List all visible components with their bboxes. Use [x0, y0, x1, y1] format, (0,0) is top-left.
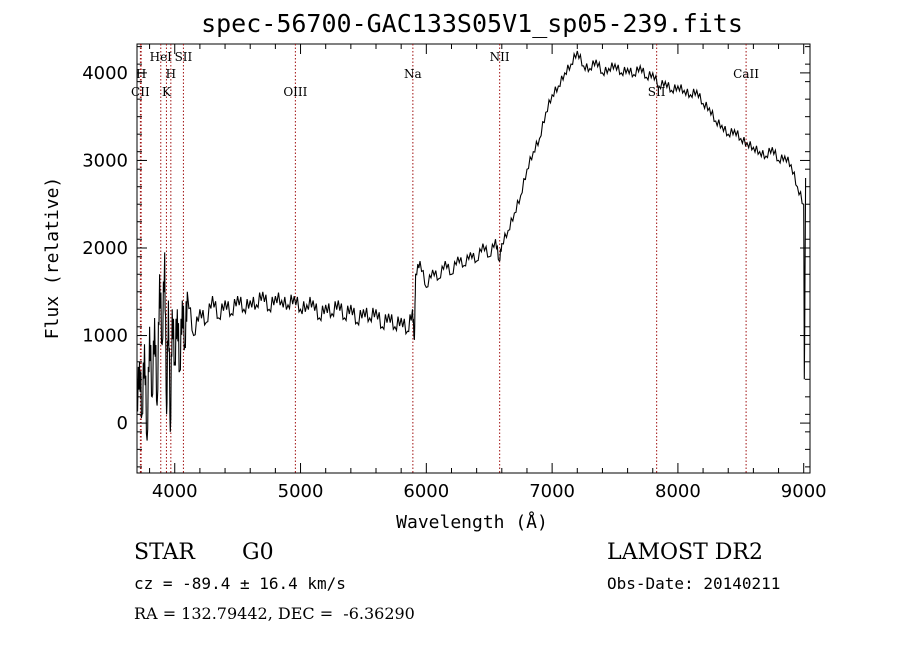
- line-label-1: H: [136, 67, 146, 81]
- y-axis-label: Flux (relative): [42, 177, 63, 340]
- chart-title: spec-56700-GAC133S05V1_sp05-239.fits: [201, 9, 743, 38]
- survey-name: LAMOST DR2: [607, 540, 763, 565]
- line-label-8: NII: [490, 50, 510, 64]
- x-tick-label-0: 4000: [152, 481, 198, 502]
- y-tick-label-2: 2000: [82, 238, 128, 259]
- object-type: STAR: [134, 540, 195, 565]
- x-tick-label-3: 7000: [529, 481, 575, 502]
- y-tick-label-4: 4000: [82, 63, 128, 84]
- line-label-0: CII: [131, 85, 150, 99]
- line-label-10: CaII: [733, 67, 759, 81]
- coordinates: RA = 132.79442, DEC = -6.36290: [134, 604, 415, 623]
- y-tick-label-3: 3000: [82, 150, 128, 171]
- redshift-cz: cz = -89.4 ± 16.4 km/s: [134, 574, 346, 593]
- x-axis-label: Wavelength (Å): [396, 511, 548, 533]
- y-tick-label-0: 0: [117, 413, 128, 434]
- x-tick-label-5: 9000: [781, 481, 827, 502]
- plot-frame: [136, 43, 811, 474]
- emission-line-markers: [139, 44, 747, 473]
- x-tick-label-1: 5000: [278, 481, 324, 502]
- line-label-9: SII: [648, 85, 666, 99]
- x-tick-label-2: 6000: [403, 481, 449, 502]
- x-tick-label-4: 8000: [655, 481, 701, 502]
- y-axis-ticks: 0 1000 2000 3000 4000: [82, 46, 810, 468]
- line-label-5: SII: [175, 50, 193, 64]
- line-label-2: HeI: [150, 50, 173, 64]
- line-label-3: K: [162, 85, 172, 99]
- line-label-6: OIII: [283, 85, 307, 99]
- observation-date: Obs-Date: 20140211: [607, 574, 781, 593]
- line-label-4: H: [166, 67, 176, 81]
- object-subclass: G0: [242, 540, 274, 565]
- y-tick-label-1: 1000: [82, 326, 128, 347]
- line-label-7: Na: [404, 67, 422, 81]
- spectrum-series-line: [136, 50, 807, 441]
- x-axis-ticks: 4000 5000 6000 7000 8000 9000: [149, 44, 827, 502]
